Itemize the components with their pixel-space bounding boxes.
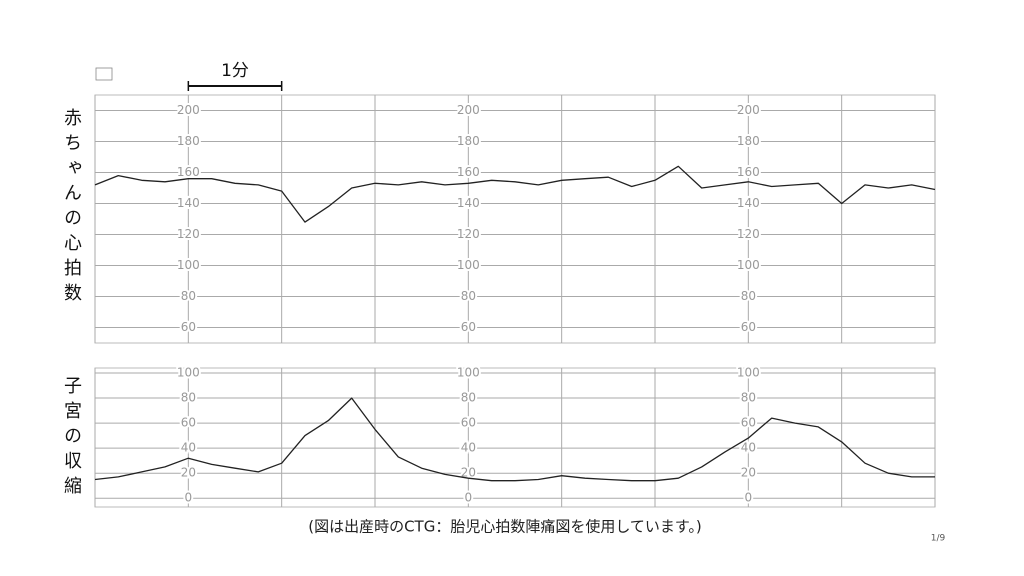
page-number: 1/9 <box>931 534 946 544</box>
y-tick-label: 0 <box>185 491 193 505</box>
y-tick-label: 60 <box>461 416 476 430</box>
y-tick-label: 200 <box>177 103 200 117</box>
y-tick-label: 80 <box>461 289 476 303</box>
y-tick-label: 100 <box>737 366 760 380</box>
y-tick-label: 60 <box>741 416 756 430</box>
y-tick-label: 40 <box>181 441 196 455</box>
y-tick-label: 60 <box>181 416 196 430</box>
y-tick-label: 200 <box>737 103 760 117</box>
y-tick-label: 80 <box>181 391 196 405</box>
y-tick-label: 100 <box>737 258 760 272</box>
y-tick-label: 80 <box>181 289 196 303</box>
y-tick-label: 160 <box>737 165 760 179</box>
scale-label: 1分 <box>221 61 249 81</box>
y-tick-label: 60 <box>181 320 196 334</box>
y-axis-title: 子宮の収縮 <box>61 376 82 501</box>
y-tick-label: 160 <box>177 165 200 179</box>
y-tick-label: 40 <box>461 441 476 455</box>
y-tick-label: 180 <box>737 134 760 148</box>
y-tick-label: 60 <box>741 320 756 334</box>
y-tick-label: 100 <box>457 258 480 272</box>
y-tick-label: 140 <box>457 196 480 210</box>
y-tick-label: 20 <box>181 466 196 480</box>
y-tick-label: 100 <box>177 258 200 272</box>
y-tick-label: 180 <box>177 134 200 148</box>
data-line <box>94 165 936 223</box>
y-tick-label: 120 <box>457 227 480 241</box>
plot-area <box>94 367 936 508</box>
y-tick-label: 160 <box>457 165 480 179</box>
y-tick-label: 140 <box>177 196 200 210</box>
y-tick-label: 80 <box>741 289 756 303</box>
y-tick-label: 0 <box>465 491 473 505</box>
y-tick-label: 180 <box>457 134 480 148</box>
y-tick-label: 80 <box>461 391 476 405</box>
y-tick-label: 100 <box>177 366 200 380</box>
caption: (図は出産時のCTG：胎児心拍数陣痛図を使用しています。) <box>308 518 702 536</box>
y-tick-label: 60 <box>461 320 476 334</box>
y-tick-label: 120 <box>177 227 200 241</box>
y-tick-label: 0 <box>745 491 753 505</box>
y-tick-label: 120 <box>737 227 760 241</box>
y-tick-label: 200 <box>457 103 480 117</box>
y-tick-label: 100 <box>457 366 480 380</box>
plot-area <box>94 94 936 344</box>
ctg-icon <box>95 67 113 81</box>
y-tick-label: 140 <box>737 196 760 210</box>
data-line <box>94 397 935 482</box>
y-axis-title: 赤ちゃんの心拍数 <box>61 108 82 308</box>
y-tick-label: 80 <box>741 391 756 405</box>
y-tick-label: 20 <box>741 466 756 480</box>
y-tick-label: 40 <box>741 441 756 455</box>
